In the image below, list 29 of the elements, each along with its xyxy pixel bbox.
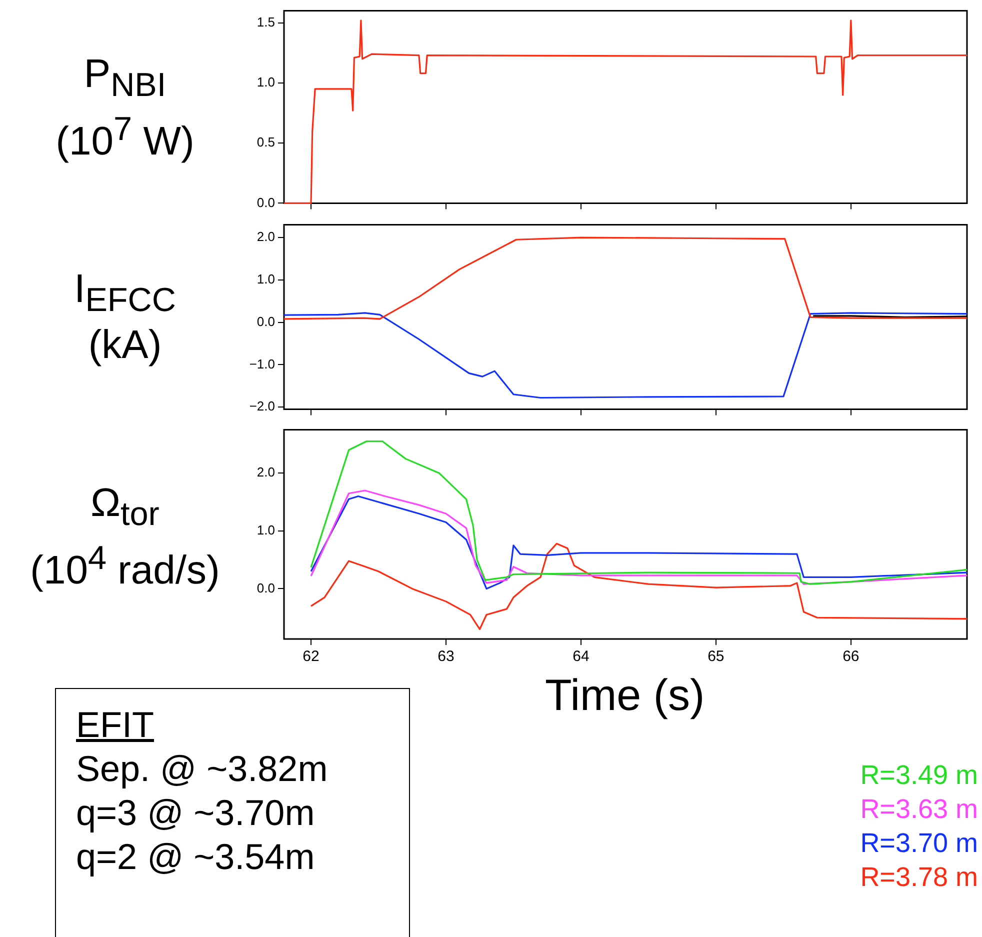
y-tick-label: −1.0 bbox=[249, 356, 275, 372]
y-tick-label: 0.0 bbox=[256, 194, 275, 210]
text: R=3.49 m bbox=[860, 759, 978, 792]
y-tick-label: −2.0 bbox=[249, 398, 275, 414]
text: R=3.70 m bbox=[860, 827, 978, 860]
y-tick-label: 0.5 bbox=[256, 134, 275, 150]
text: q=2 @ ~3.54m bbox=[76, 835, 316, 879]
text: q=3 @ ~3.70m bbox=[76, 791, 316, 835]
x-tick-label: 66 bbox=[842, 648, 860, 666]
y-tick-label: 2.0 bbox=[256, 464, 275, 480]
text: R=3.78 m bbox=[860, 861, 978, 894]
y-tick-label: 2.0 bbox=[256, 229, 275, 244]
y-axis-title: P$_{NBI}$ (10$^{7}$ W) bbox=[54, 52, 196, 163]
x-tick-label: 65 bbox=[708, 648, 724, 666]
y-tick-label: 1.0 bbox=[256, 522, 275, 538]
y-tick-label: 0.0 bbox=[256, 580, 275, 596]
y-tick-label: 1.0 bbox=[256, 271, 275, 286]
text: R=3.63 m bbox=[860, 793, 978, 826]
x-tick-label: 64 bbox=[572, 648, 590, 666]
text: Sep. @ ~3.82m bbox=[76, 747, 329, 791]
y-axis-title: I$_{EFCC}$ (kA) bbox=[73, 267, 177, 367]
y-tick-label: 0.0 bbox=[256, 314, 275, 329]
y-tick-label: 1.5 bbox=[256, 14, 275, 30]
x-tick-label: 62 bbox=[302, 648, 320, 666]
x-axis-title: Time (s) bbox=[545, 671, 705, 721]
text: EFIT bbox=[76, 703, 155, 747]
x-tick-label: 63 bbox=[438, 648, 454, 666]
y-axis-title: Ω$_{tor}$ (10$^{4}$ rad/s) bbox=[29, 480, 221, 592]
y-tick-label: 1.0 bbox=[256, 74, 275, 90]
